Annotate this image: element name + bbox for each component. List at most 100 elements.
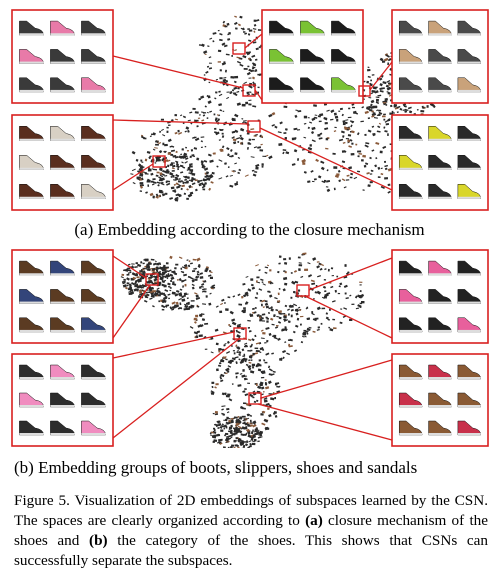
embedding-point bbox=[189, 111, 193, 114]
embedding-point bbox=[212, 412, 215, 415]
embedding-point bbox=[142, 268, 145, 271]
embedding-point bbox=[341, 113, 344, 117]
embedding-point bbox=[188, 306, 193, 309]
embedding-point bbox=[173, 179, 176, 181]
embedding-point bbox=[298, 264, 303, 267]
embedding-point bbox=[426, 105, 429, 108]
embedding-point bbox=[196, 270, 200, 273]
embedding-point bbox=[283, 105, 288, 109]
embedding-point bbox=[349, 318, 353, 322]
embedding-point bbox=[166, 126, 169, 129]
embedding-point bbox=[222, 20, 226, 24]
embedding-point bbox=[195, 314, 199, 318]
embedding-point bbox=[293, 349, 298, 353]
embedding-point bbox=[184, 181, 189, 184]
shoe-sole bbox=[428, 273, 452, 276]
embedding-point bbox=[195, 296, 201, 301]
shoe-sole bbox=[269, 89, 294, 93]
embedding-point bbox=[160, 128, 164, 131]
embedding-point bbox=[224, 392, 227, 396]
embedding-point bbox=[307, 318, 310, 320]
embedding-point bbox=[225, 395, 230, 398]
embedding-point bbox=[242, 55, 247, 59]
embedding-point bbox=[389, 104, 393, 108]
embedding-point bbox=[320, 160, 325, 164]
shoe-sole bbox=[399, 33, 423, 36]
embedding-point bbox=[341, 178, 346, 182]
inset-a-sneakers bbox=[391, 114, 489, 211]
embedding-point bbox=[382, 145, 387, 149]
embedding-point bbox=[265, 402, 270, 407]
embedding-point bbox=[363, 165, 367, 168]
embedding-point bbox=[347, 134, 352, 137]
embedding-point bbox=[169, 306, 173, 310]
embedding-point bbox=[241, 348, 245, 352]
embedding-point bbox=[196, 257, 201, 262]
embedding-point bbox=[276, 315, 280, 318]
embedding-point bbox=[176, 164, 180, 169]
embedding-point bbox=[379, 57, 384, 62]
embedding-point bbox=[190, 262, 193, 265]
embedding-point bbox=[234, 15, 238, 18]
embedding-point bbox=[154, 292, 159, 297]
embedding-point bbox=[140, 284, 143, 287]
shoe-sole bbox=[428, 329, 452, 333]
embedding-point bbox=[217, 364, 222, 367]
embedding-point bbox=[134, 266, 138, 268]
embedding-point bbox=[173, 183, 176, 186]
embedding-point bbox=[253, 438, 257, 442]
embedding-point bbox=[227, 417, 231, 420]
embedding-point bbox=[330, 109, 335, 113]
embedding-point bbox=[254, 296, 258, 299]
embedding-point bbox=[268, 311, 271, 315]
embedding-point bbox=[242, 120, 247, 122]
embedding-point bbox=[387, 133, 389, 136]
embedding-point bbox=[311, 282, 316, 285]
embedding-point bbox=[159, 292, 163, 295]
shoe-sole bbox=[50, 273, 75, 276]
embedding-point bbox=[387, 91, 391, 95]
embedding-point bbox=[236, 137, 241, 140]
embedding-point bbox=[145, 191, 148, 194]
embedding-point bbox=[399, 108, 403, 111]
embedding-point bbox=[216, 114, 219, 116]
embedding-point bbox=[251, 286, 256, 290]
embedding-point bbox=[259, 433, 263, 437]
embedding-point bbox=[352, 110, 357, 115]
embedding-point bbox=[326, 109, 330, 112]
embedding-point bbox=[162, 142, 165, 146]
embedding-point bbox=[161, 182, 164, 184]
embedding-point bbox=[160, 304, 166, 309]
embedding-point bbox=[193, 182, 196, 185]
embedding-point bbox=[144, 158, 148, 162]
embedding-point bbox=[432, 104, 436, 108]
marker-b-slippers bbox=[233, 327, 247, 340]
embedding-point bbox=[220, 373, 225, 378]
embedding-point bbox=[187, 166, 190, 170]
embedding-point bbox=[248, 359, 251, 362]
embedding-point bbox=[325, 137, 329, 141]
embedding-point bbox=[177, 307, 182, 310]
embedding-point bbox=[350, 153, 355, 156]
embedding-point bbox=[201, 290, 205, 293]
embedding-point bbox=[158, 176, 162, 180]
embedding-point bbox=[238, 429, 243, 434]
embedding-point bbox=[262, 370, 266, 373]
embedding-point bbox=[169, 197, 173, 200]
embedding-point bbox=[154, 162, 157, 164]
marker-a-boots bbox=[358, 85, 371, 97]
embedding-point bbox=[240, 433, 244, 436]
embedding-point bbox=[360, 120, 364, 123]
connector-line bbox=[308, 257, 393, 291]
embedding-point bbox=[212, 152, 216, 155]
embedding-point bbox=[316, 261, 320, 263]
embedding-point bbox=[231, 170, 235, 173]
embedding-point bbox=[385, 104, 388, 106]
embedding-point bbox=[325, 186, 329, 188]
embedding-point bbox=[285, 151, 290, 155]
embedding-point bbox=[393, 103, 398, 107]
embedding-point bbox=[244, 393, 249, 397]
embedding-point bbox=[210, 434, 212, 437]
embedding-point bbox=[219, 77, 223, 80]
embedding-point bbox=[384, 177, 389, 180]
